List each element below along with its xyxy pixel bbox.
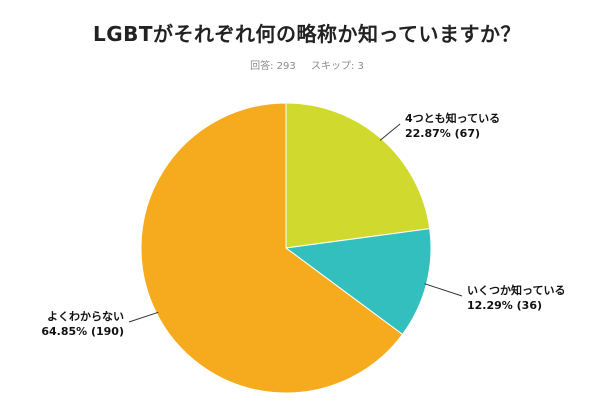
response-stats: 回答: 293 スキップ: 3 xyxy=(0,57,614,72)
responses-count: 回答: 293 xyxy=(250,61,296,72)
slice-label: いくつか知っている xyxy=(467,283,565,297)
slice-label: 4つとも知っている xyxy=(405,111,500,125)
slice-value-label: 64.85% (190) xyxy=(41,325,124,338)
leader-line xyxy=(128,311,159,323)
slice-value-label: 12.29% (36) xyxy=(467,299,542,312)
slice-value-label: 22.87% (67) xyxy=(405,127,480,140)
leader-line xyxy=(379,123,401,141)
chart-title: LGBTがそれぞれ何の略称か知っていますか？ xyxy=(92,22,522,46)
skips-count: スキップ: 3 xyxy=(310,61,364,72)
leader-line xyxy=(424,283,463,297)
slice-label: よくわからない xyxy=(47,310,124,323)
